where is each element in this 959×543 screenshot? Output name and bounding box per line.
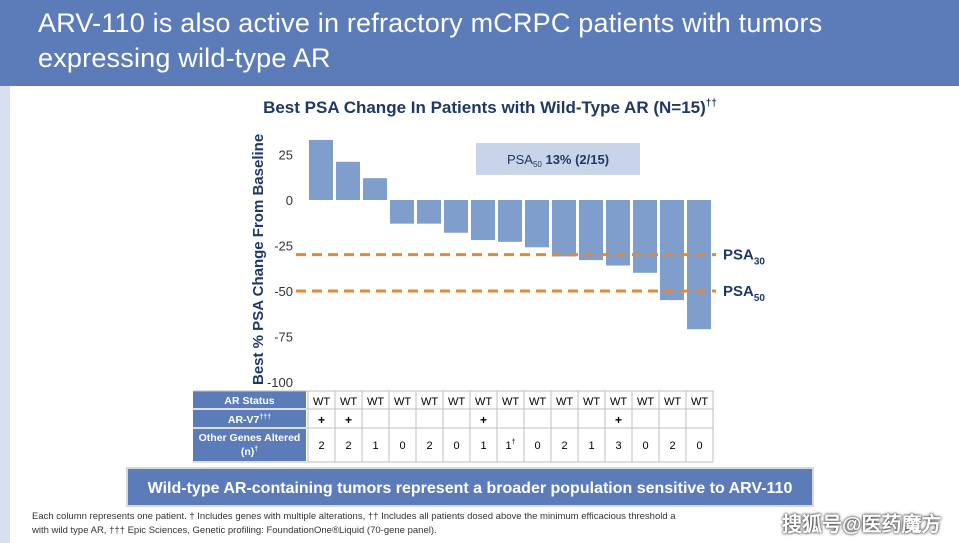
- y-tick-label: -100: [267, 375, 293, 390]
- table-cell-other-genes: 2: [318, 440, 324, 452]
- table-cell-ar-status: WT: [448, 396, 465, 408]
- bar: [390, 200, 414, 224]
- table-cell-other-genes: 0: [453, 440, 459, 452]
- psa50-annotation: PSA50 13% (2/15): [507, 152, 609, 169]
- table-cell-ar-v7: +: [345, 413, 352, 427]
- table-cell-ar-status: WT: [502, 396, 519, 408]
- table-cell-ar-status: WT: [556, 396, 573, 408]
- callout-banner: [126, 467, 814, 507]
- y-tick-label: -25: [274, 239, 293, 254]
- table-cell-other-genes: 0: [696, 440, 702, 452]
- table-cell-ar-status: WT: [394, 396, 411, 408]
- table-row-label-cell: [193, 429, 306, 461]
- table-cell-ar-status: WT: [475, 396, 492, 408]
- table-cell-ar-status: WT: [637, 396, 654, 408]
- footnote-line-2: with wild type AR, ††† Epic Sciences, Ge…: [32, 525, 437, 536]
- bar: [552, 200, 576, 257]
- table-cell-other-genes: 0: [399, 440, 405, 452]
- bar: [444, 200, 468, 233]
- table-cell-other-genes: 3: [615, 440, 621, 452]
- y-tick-label: 25: [279, 148, 293, 163]
- table-cell-other-genes: 0: [642, 440, 648, 452]
- table-row-label-line2: (n)†: [241, 446, 258, 458]
- watermark: 搜狐号@医药魔方: [782, 514, 942, 536]
- bar: [309, 139, 333, 200]
- y-tick-label: -75: [274, 330, 293, 345]
- table-cell-other-genes: 0: [534, 440, 540, 452]
- threshold-label: PSA50: [723, 283, 765, 304]
- table-cell-ar-status: WT: [340, 396, 357, 408]
- left-accent-strip: [0, 86, 10, 543]
- chart-title: Best PSA Change In Patients with Wild-Ty…: [263, 98, 717, 117]
- table-cell-ar-status: WT: [664, 396, 681, 408]
- table-cell-other-genes: 2: [426, 440, 432, 452]
- table-cell-ar-status: WT: [529, 396, 546, 408]
- y-axis-label: Best % PSA Change From Baseline: [250, 134, 267, 385]
- table-cell-other-genes: 2: [669, 440, 675, 452]
- table-cell-ar-status: WT: [367, 396, 384, 408]
- bar: [471, 200, 495, 241]
- bar: [579, 200, 603, 261]
- table-cell-other-genes: 2: [345, 440, 351, 452]
- table-cell-ar-status: WT: [583, 396, 600, 408]
- bar: [336, 161, 360, 200]
- bar: [363, 178, 387, 200]
- table-row-label: AR Status: [224, 395, 274, 407]
- threshold-label: PSA30: [723, 247, 765, 268]
- bar: [687, 200, 711, 330]
- footnote-line-1: Each column represents one patient. † In…: [32, 511, 676, 522]
- table-cell-ar-status: WT: [610, 396, 627, 408]
- psa50-annotation-box: [476, 143, 640, 175]
- bar: [525, 200, 549, 248]
- title-bar: ARV-110 is also active in refractory mCR…: [0, 0, 959, 86]
- bar: [660, 200, 684, 301]
- y-tick-label: 0: [286, 193, 293, 208]
- table-cell-ar-v7: +: [480, 413, 487, 427]
- y-tick-label: -50: [274, 284, 293, 299]
- slide-title-line-1: ARV-110 is also active in refractory mCR…: [38, 8, 823, 38]
- table-row-label: Other Genes Altered: [199, 432, 301, 444]
- table-cell-other-genes: 2: [561, 440, 567, 452]
- callout-text: Wild-type AR-containing tumors represent…: [148, 480, 793, 497]
- bar: [417, 200, 441, 224]
- table-cell-other-genes: 1: [588, 440, 594, 452]
- table-cell-ar-status: WT: [691, 396, 708, 408]
- bar: [498, 200, 522, 242]
- table-row-label: AR-V7†††: [228, 414, 271, 426]
- table-cell-ar-status: WT: [313, 396, 330, 408]
- table-cell-other-genes: 1†: [505, 439, 515, 452]
- slide-title-line-2: expressing wild-type AR: [38, 43, 331, 73]
- table-cell-ar-v7: +: [615, 413, 622, 427]
- bar: [633, 200, 657, 273]
- table-cell-other-genes: 1: [480, 440, 486, 452]
- table-row-label-cell: [193, 410, 306, 427]
- table-row-label-cell: [193, 391, 306, 408]
- table-cell-ar-v7: +: [318, 413, 325, 427]
- table-cell-ar-status: WT: [421, 396, 438, 408]
- table-cell-other-genes: 1: [372, 440, 378, 452]
